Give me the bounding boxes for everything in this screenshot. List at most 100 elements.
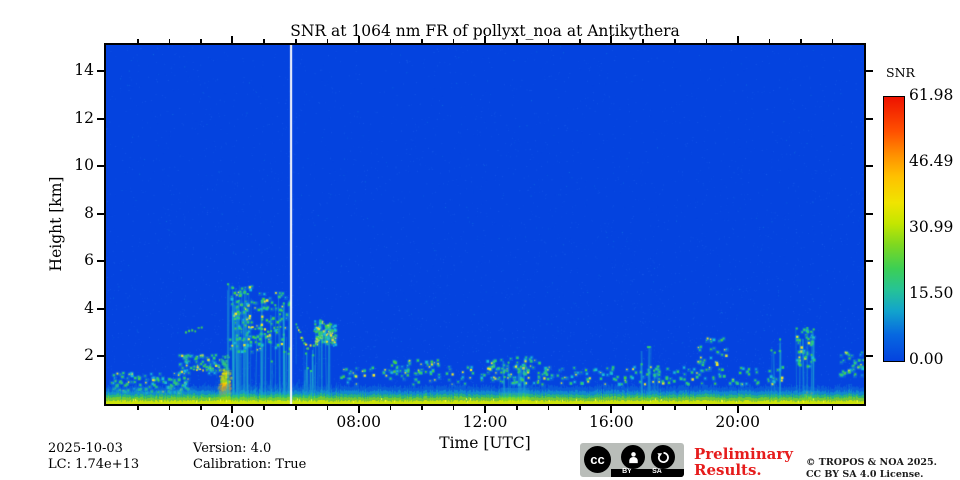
x-minor-tick-top xyxy=(516,39,518,43)
x-major-tick-top xyxy=(357,36,360,43)
lidar-constant: LC: 1.74e+13 xyxy=(48,457,140,472)
x-tick-label: 16:00 xyxy=(588,413,634,431)
x-tick-label: 20:00 xyxy=(715,413,760,431)
y-tick-label: 10 xyxy=(74,156,94,175)
y-major-tick xyxy=(97,260,104,263)
copyright-note: © TROPOS & NOA 2025. CC BY SA 4.0 Licens… xyxy=(806,457,937,480)
x-minor-tick-top xyxy=(705,39,708,43)
x-minor-tick-top xyxy=(421,39,423,43)
y-major-tick-right xyxy=(866,260,873,263)
x-minor-tick-top xyxy=(326,39,329,43)
preliminary-line1: Preliminary xyxy=(694,445,793,463)
y-major-tick-right xyxy=(866,165,873,168)
x-tick-label: 12:00 xyxy=(462,413,508,431)
x-major-tick-top xyxy=(610,36,613,43)
x-minor-tick-top xyxy=(168,39,171,43)
x-minor-tick xyxy=(831,406,834,410)
x-minor-tick xyxy=(263,406,265,410)
x-minor-tick xyxy=(516,406,518,410)
x-tick-label: 08:00 xyxy=(336,413,381,431)
x-minor-tick xyxy=(705,406,708,410)
y-tick-label: 2 xyxy=(84,346,94,365)
x-minor-tick xyxy=(800,406,802,410)
x-minor-tick xyxy=(674,406,676,410)
x-major-tick xyxy=(357,406,360,413)
x-tick-label: 04:00 xyxy=(209,413,255,431)
y-major-tick xyxy=(97,355,104,358)
copyright-line1: © TROPOS & NOA 2025. xyxy=(806,457,937,468)
x-minor-tick xyxy=(137,406,139,410)
colorbar-tick-label: 0.00 xyxy=(909,350,944,368)
y-major-tick xyxy=(97,117,104,120)
x-minor-tick-top xyxy=(831,39,834,43)
x-minor-tick xyxy=(642,406,644,410)
x-major-tick xyxy=(231,406,234,413)
x-minor-tick xyxy=(452,406,455,410)
y-major-tick xyxy=(97,70,104,73)
calibration-info: Calibration: True xyxy=(193,457,307,472)
cc-icon: cc xyxy=(584,446,611,473)
colorbar-title: SNR xyxy=(886,65,915,80)
x-minor-tick-top xyxy=(200,39,202,43)
x-major-tick-top xyxy=(231,36,234,43)
colorbar xyxy=(883,96,905,362)
plot-area xyxy=(104,43,866,406)
x-minor-tick xyxy=(168,406,171,410)
x-minor-tick-top xyxy=(674,39,676,43)
y-major-tick-right xyxy=(866,212,873,215)
cc-badge-strip: BY SA xyxy=(611,468,684,477)
x-minor-tick xyxy=(326,406,329,410)
colorbar-tick-label: 15.50 xyxy=(909,283,954,302)
colorbar-tick-label: 30.99 xyxy=(909,218,954,236)
cc-by-person-icon xyxy=(621,445,645,469)
x-minor-tick-top xyxy=(295,39,297,43)
preliminary-line2: Results. xyxy=(694,461,762,479)
y-major-tick xyxy=(97,307,104,310)
y-tick-label: 8 xyxy=(84,203,94,222)
x-major-tick xyxy=(736,406,739,413)
heatmap-canvas xyxy=(106,45,864,404)
x-minor-tick-top xyxy=(579,39,581,43)
x-minor-tick-top xyxy=(389,39,392,43)
x-minor-tick-top xyxy=(452,39,455,43)
chart-title: SNR at 1064 nm FR of pollyxt_noa at Anti… xyxy=(290,22,680,40)
x-minor-tick-top xyxy=(768,39,771,43)
y-tick-label: 6 xyxy=(84,251,94,270)
y-major-tick xyxy=(97,212,104,215)
cc-sa-arrow-icon xyxy=(651,445,675,469)
copyright-line2: CC BY SA 4.0 License. xyxy=(806,469,924,480)
colorbar-tick-label: 46.49 xyxy=(909,151,954,170)
cc-sa-label: SA xyxy=(652,468,662,475)
y-major-tick-right xyxy=(866,70,873,73)
preliminary-results-note: Preliminary Results. xyxy=(694,446,793,478)
x-minor-tick-top xyxy=(547,39,550,43)
x-major-tick-top xyxy=(736,36,739,43)
x-minor-tick-top xyxy=(800,39,802,43)
x-minor-tick xyxy=(200,406,202,410)
x-major-tick xyxy=(484,406,486,413)
x-minor-tick-top xyxy=(642,39,644,43)
x-minor-tick xyxy=(389,406,392,410)
y-major-tick-right xyxy=(866,117,873,120)
y-tick-label: 14 xyxy=(74,61,94,80)
version-info: Version: 4.0 xyxy=(193,441,272,456)
y-axis-label: Height [km] xyxy=(47,176,65,272)
y-major-tick xyxy=(97,165,104,168)
y-tick-label: 4 xyxy=(84,298,94,317)
y-major-tick-right xyxy=(866,307,873,310)
x-minor-tick xyxy=(547,406,550,410)
cc-license-badge: BY SA cc xyxy=(580,443,684,477)
x-minor-tick-top xyxy=(137,39,139,43)
x-minor-tick xyxy=(295,406,297,410)
x-major-tick xyxy=(610,406,613,413)
measurement-date: 2025-10-03 xyxy=(48,441,123,456)
y-major-tick-right xyxy=(866,355,873,358)
cc-by-label: BY xyxy=(622,468,632,475)
x-minor-tick xyxy=(768,406,771,410)
colorbar-tick-label: 61.98 xyxy=(909,86,954,104)
x-minor-tick xyxy=(579,406,581,410)
x-major-tick-top xyxy=(484,36,486,43)
x-axis-label: Time [UTC] xyxy=(439,434,531,452)
x-minor-tick xyxy=(421,406,423,410)
